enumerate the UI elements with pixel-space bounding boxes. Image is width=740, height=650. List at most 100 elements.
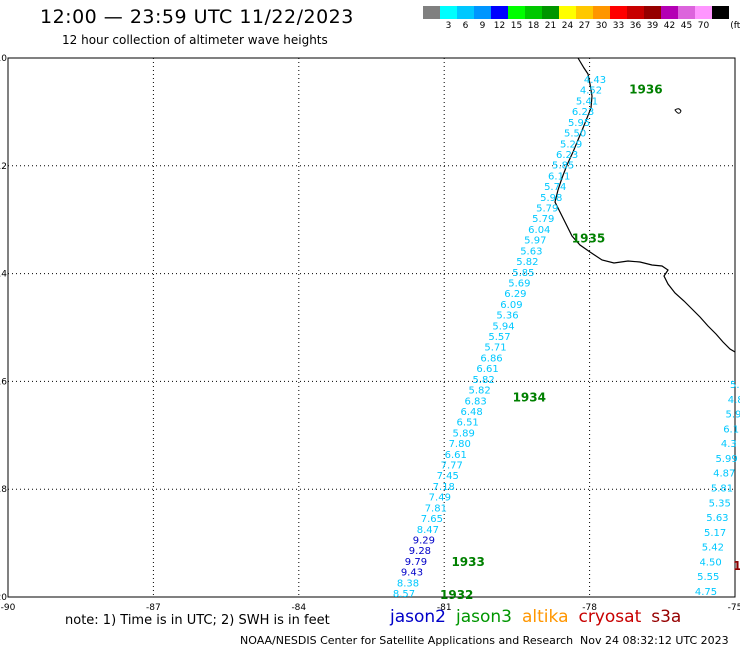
- wave-height-label: 7.81: [425, 503, 447, 514]
- scale-label: 42: [663, 21, 676, 31]
- scale-swatch: [440, 6, 457, 19]
- scale-label: 9: [479, 21, 486, 31]
- wave-height-label: 6.1: [723, 424, 739, 435]
- wave-height-label: 5.41: [576, 96, 598, 107]
- wave-height-label: 7.45: [437, 471, 459, 482]
- lat-tick-label: -20: [0, 593, 7, 603]
- scale-label: 21: [544, 21, 557, 31]
- wave-height-label: 5.50: [564, 129, 586, 140]
- scale-swatch: [559, 6, 576, 19]
- scale-unit: (ft): [730, 21, 740, 31]
- scale-swatch: [491, 6, 508, 19]
- pass-time-label: 1932: [440, 588, 473, 602]
- wave-height-label: 5.89: [453, 428, 475, 439]
- wave-height-label: 5.35: [709, 498, 731, 509]
- pass-time-label: 1933: [451, 555, 484, 569]
- legend-altika: altika: [522, 607, 569, 627]
- wave-height-label: 7.65: [421, 514, 443, 525]
- wave-height-label: 6.29: [504, 289, 526, 300]
- wave-height-label: 6.23: [556, 150, 578, 161]
- color-scale: [423, 6, 729, 19]
- wave-height-label: 6.23: [572, 107, 594, 118]
- wave-height-label: 4.50: [699, 557, 721, 568]
- scale-swatch: [661, 6, 678, 19]
- wave-height-label: 5.55: [697, 572, 719, 583]
- generated-timestamp: Nov 24 08:32:12 UTC 2023: [580, 634, 729, 647]
- scale-swatch: [695, 6, 712, 19]
- wave-height-label: 4.75: [695, 587, 717, 598]
- wave-height-label: 8.47: [417, 525, 439, 536]
- scale-swatch: [423, 6, 440, 19]
- wave-height-label: 6.04: [528, 225, 550, 236]
- wave-height-label: 5.79: [532, 214, 554, 225]
- wave-height-label: 7.80: [449, 439, 471, 450]
- wave-height-label: 7.49: [429, 493, 451, 504]
- lon-tick-label: -78: [582, 603, 597, 613]
- scale-swatch: [610, 6, 627, 19]
- wave-height-label: 6.61: [476, 364, 498, 375]
- lat-tick-label: -18: [0, 485, 7, 495]
- lat-tick-label: -16: [0, 377, 7, 387]
- wave-height-label: 8.38: [397, 578, 419, 589]
- wave-height-label: 5.29: [560, 139, 582, 150]
- wave-height-label: 9.28: [409, 546, 431, 557]
- scale-label: 39: [646, 21, 659, 31]
- wave-height-label: 5.42: [702, 543, 724, 554]
- wave-height-label: 5.57: [488, 332, 510, 343]
- legend-jason2: jason2: [390, 607, 446, 627]
- pass-time-label: 1935: [572, 231, 605, 245]
- wave-height-label: 4.87: [713, 469, 735, 480]
- wave-height-label: 5.71: [484, 343, 506, 354]
- wave-height-label: 5.1: [730, 380, 740, 391]
- wave-height-label: 5.95: [568, 118, 590, 129]
- scale-label: 18: [527, 21, 540, 31]
- scale-swatch: [525, 6, 542, 19]
- lon-tick-label: -81: [437, 603, 452, 613]
- satellite-legend: jason2 jason3 altika cryosat s3a: [390, 607, 691, 627]
- scale-label: 45: [680, 21, 693, 31]
- wave-height-label: 5.9: [725, 410, 740, 421]
- lon-tick-label: -75: [728, 603, 740, 613]
- wave-height-label: 9.79: [405, 557, 427, 568]
- wave-height-label: 8.57: [393, 589, 415, 600]
- scale-swatch: [542, 6, 559, 19]
- wave-height-label: 5.81: [711, 484, 733, 495]
- wave-height-label: 5.69: [508, 278, 530, 289]
- scale-swatch: [457, 6, 474, 19]
- scale-label: 15: [510, 21, 523, 31]
- wave-height-label: 6.83: [464, 396, 486, 407]
- wave-height-label: 5.85: [552, 161, 574, 172]
- scale-swatch: [678, 6, 695, 19]
- wave-height-label: 9.43: [401, 568, 423, 579]
- map-frame: [7, 57, 736, 598]
- wave-height-label: 5.74: [544, 182, 566, 193]
- wave-height-label: 5.36: [496, 311, 518, 322]
- island: [674, 108, 682, 114]
- wave-height-label: 5.79: [536, 204, 558, 215]
- wave-height-label: 5.98: [540, 193, 562, 204]
- pass-time-label: 1936: [629, 82, 662, 96]
- lon-tick-label: -84: [291, 603, 306, 613]
- legend-s3a: s3a: [651, 607, 682, 627]
- lat-tick-label: -14: [0, 270, 7, 280]
- wave-height-label: 5.94: [492, 321, 514, 332]
- credit-line: NOAA/NESDIS Center for Satellite Applica…: [240, 634, 574, 647]
- lon-tick-label: -87: [146, 603, 161, 613]
- scale-swatch: [576, 6, 593, 19]
- lat-tick-label: -10: [0, 54, 7, 64]
- scale-swatch: [627, 6, 644, 19]
- wave-height-label: 4.8: [728, 395, 740, 406]
- legend-cryosat: cryosat: [578, 607, 642, 627]
- wave-height-label: 5.85: [512, 268, 534, 279]
- scale-label: 33: [612, 21, 625, 31]
- scale-label: 3: [445, 21, 452, 31]
- wave-height-label: 6.11: [548, 171, 570, 182]
- page-title: 12:00 — 23:59 UTC 11/22/2023: [40, 6, 354, 28]
- scale-label: 6: [462, 21, 469, 31]
- wave-height-label: 6.09: [500, 300, 522, 311]
- wave-height-label: 5.63: [520, 246, 542, 257]
- wave-height-label: 6.86: [480, 353, 502, 364]
- scale-swatch: [593, 6, 610, 19]
